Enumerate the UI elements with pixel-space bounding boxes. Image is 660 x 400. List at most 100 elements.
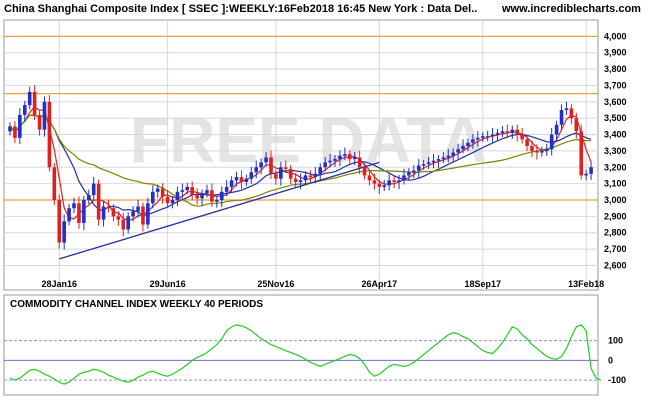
candle-body	[451, 152, 455, 156]
candle-body	[146, 203, 150, 225]
candle-body	[540, 150, 544, 153]
candle-body	[205, 190, 209, 194]
candle-body	[170, 200, 175, 204]
candle-body	[239, 177, 244, 182]
candle-body	[234, 177, 239, 181]
price-panel	[3, 19, 599, 291]
candle-body	[96, 183, 101, 220]
candle-body	[471, 139, 475, 143]
candle-body	[224, 186, 229, 192]
candle-body	[495, 132, 500, 135]
candle-body	[37, 114, 42, 130]
candle-body	[352, 157, 357, 160]
candle-body	[505, 131, 510, 133]
candle-body	[338, 155, 342, 160]
candle-body	[254, 167, 259, 173]
y-tick-label: 2,700	[604, 244, 627, 254]
candle-body	[431, 160, 436, 163]
candle-body	[18, 114, 22, 138]
cci-line	[9, 324, 602, 385]
candle-body	[151, 191, 155, 204]
candle-body	[411, 170, 416, 173]
candle-body	[190, 186, 195, 196]
candle-body	[357, 157, 362, 168]
trendline-group	[59, 161, 380, 260]
candle-body	[382, 185, 387, 187]
candle-body	[554, 124, 559, 135]
candle-body	[559, 110, 564, 125]
candle-body	[42, 101, 47, 130]
x-tick-label: 25Nov16	[257, 279, 294, 289]
candle-body	[372, 180, 377, 184]
horizontal-lines	[4, 35, 598, 201]
candle-body	[175, 191, 180, 200]
candle-body	[476, 137, 480, 140]
candle-body	[155, 188, 160, 192]
y-tick-label: 3,900	[604, 48, 627, 58]
candle-body	[13, 126, 17, 138]
candle-body	[347, 154, 352, 160]
candle-body	[466, 142, 470, 146]
y-tick-label: 3,100	[604, 179, 627, 189]
candle-body	[515, 129, 520, 135]
y-tick-label: 3,600	[604, 97, 627, 107]
candle-body	[210, 190, 214, 202]
candle-body	[480, 136, 485, 138]
y-tick-label: 3,200	[604, 162, 627, 172]
candle-body	[392, 180, 396, 182]
y-tick-label: 4,000	[604, 31, 627, 41]
candle-body	[288, 168, 293, 179]
y-tick-label: 2,900	[604, 211, 627, 221]
candle-body	[525, 139, 529, 146]
candle-body	[27, 92, 32, 106]
candle-body	[530, 146, 534, 151]
candle-body	[106, 206, 111, 209]
candle-body	[52, 167, 57, 200]
candle-body	[195, 195, 199, 199]
candle-body	[67, 208, 71, 222]
candle-body	[264, 157, 268, 163]
candle-body	[564, 108, 569, 110]
cci-indicator: 100 0 -100	[4, 324, 626, 385]
candle-body	[520, 134, 524, 140]
y-tick-label: 2,600	[604, 260, 627, 270]
x-tick-label: 26Apr17	[362, 279, 398, 289]
candle-body	[57, 200, 62, 243]
candle-body	[101, 206, 106, 220]
x-tick-label: 29Jun16	[150, 279, 186, 289]
y-tick-label: 2,800	[604, 228, 627, 238]
candle-body	[574, 118, 579, 132]
site-link[interactable]: www.incrediblecharts.com	[502, 3, 641, 15]
candle-body	[82, 200, 86, 223]
candle-body	[318, 167, 323, 174]
indicator-title: COMMODITY CHANNEL INDEX WEEKLY 40 PERIOD…	[10, 299, 263, 310]
candle-body	[416, 165, 421, 171]
candle-body	[160, 188, 165, 197]
candle-body	[165, 196, 170, 204]
candle-body	[131, 211, 135, 217]
candle-body	[8, 126, 12, 132]
candle-body	[77, 203, 81, 223]
y-tick-label: 3,400	[604, 130, 627, 140]
x-axis-ticks: 28Jan16 29Jun16 25Nov16 26Apr17 18Sep17 13Feb…	[41, 279, 604, 289]
candle-body	[180, 190, 185, 192]
candle-body	[313, 173, 318, 178]
candle-body	[589, 167, 593, 174]
y-tick-label: 3,800	[604, 64, 627, 74]
candle-body	[136, 206, 140, 212]
candle-body	[185, 186, 190, 191]
candle-body	[111, 208, 116, 217]
y-tick-label: 3,000	[604, 195, 627, 205]
candle-body	[259, 162, 263, 168]
candles	[8, 85, 593, 250]
y-tick-label: 3,300	[604, 146, 627, 156]
candle-body	[544, 149, 549, 151]
candle-body	[584, 173, 588, 176]
candle-body	[91, 183, 96, 196]
candle-body	[126, 216, 130, 230]
candle-body	[343, 154, 347, 156]
candle-body	[72, 203, 76, 209]
candle-body	[569, 108, 574, 119]
candle-body	[436, 159, 441, 161]
